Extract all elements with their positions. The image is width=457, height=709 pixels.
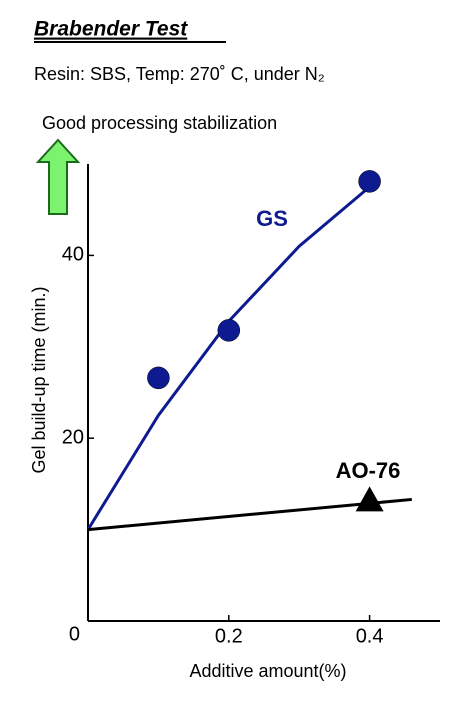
series-label: GS [256, 206, 288, 231]
data-point [147, 366, 170, 390]
y-axis-label: Gel build-up time (min.) [29, 286, 49, 473]
y-tick-label: 40 [62, 244, 84, 266]
data-point [358, 170, 381, 193]
fit-line [87, 497, 412, 532]
x-tick-label: 0.4 [356, 625, 384, 647]
x-axis-label: Additive amount(%) [189, 661, 346, 681]
data-point [217, 319, 241, 342]
data-point [355, 486, 384, 512]
series-label: AO-76 [336, 458, 401, 483]
annotation: Good processing stabilization [42, 113, 277, 133]
fit-line [86, 185, 371, 531]
x-tick-label: 0.2 [215, 625, 243, 647]
y-tick-label: 0 [69, 623, 80, 645]
y-tick-label: 20 [62, 426, 84, 448]
chart-title: Brabender Test [34, 18, 188, 41]
up-arrow [35, 138, 81, 215]
chart-subtitle: Resin: SBS, Temp: 270˚ C, under N₂ [34, 64, 325, 84]
